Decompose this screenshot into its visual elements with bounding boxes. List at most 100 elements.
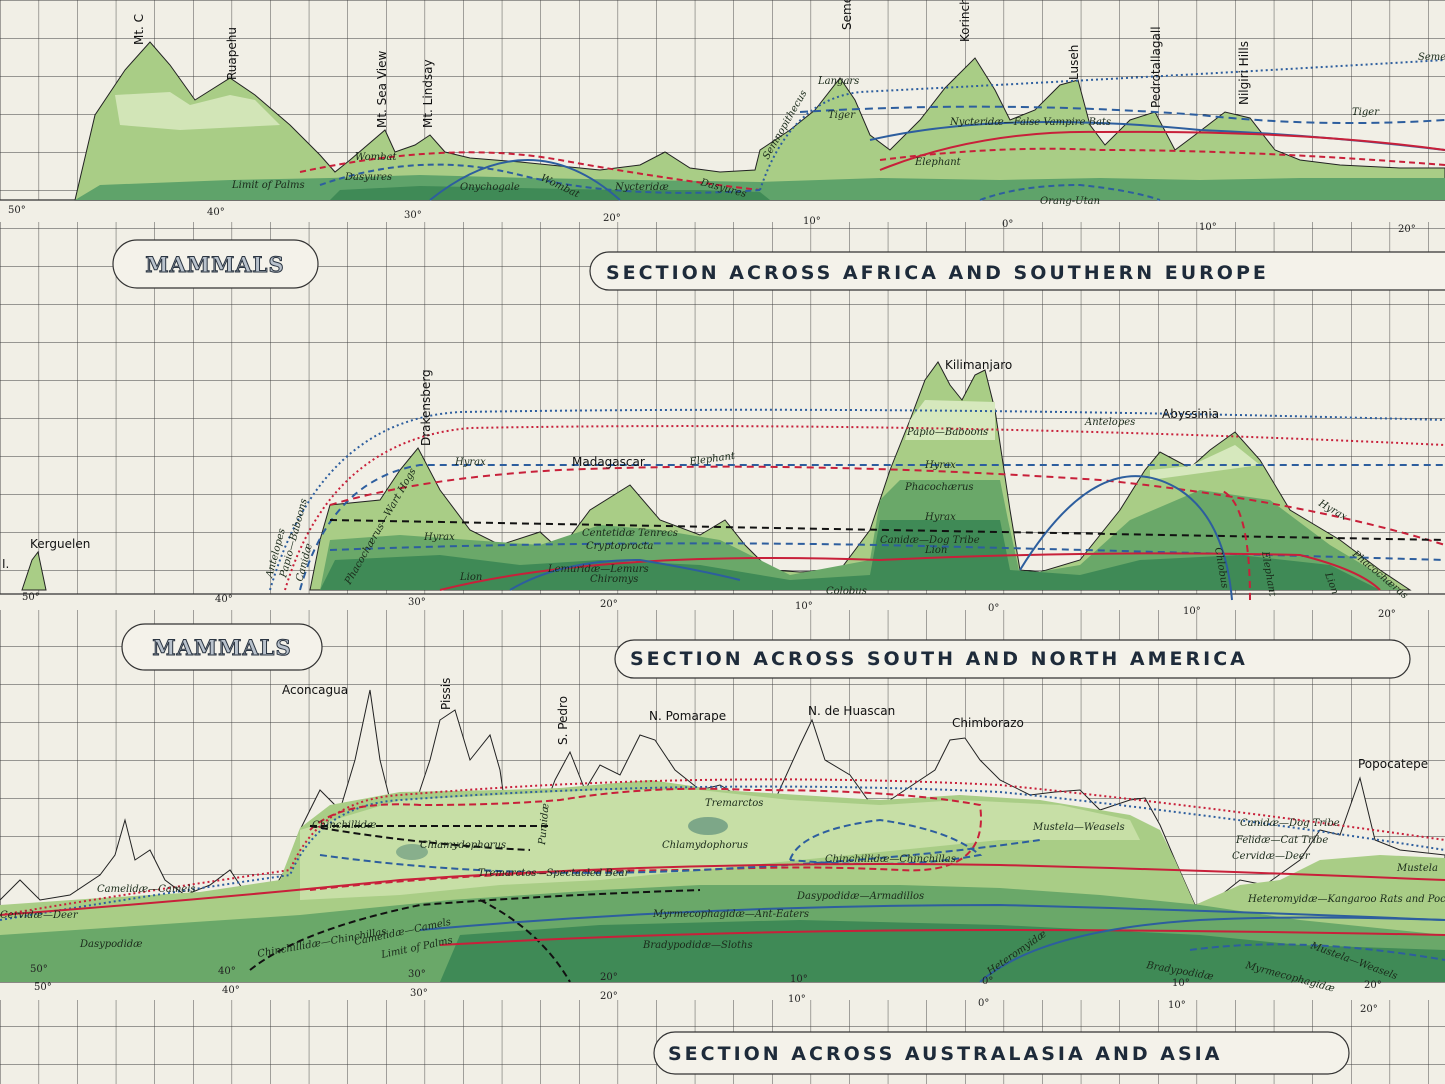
degree-label: 10° [1172, 978, 1190, 989]
section-title-america: SECTION ACROSS SOUTH AND NORTH AMERICA [614, 639, 1411, 679]
animal-label: Phacochærus [904, 482, 974, 493]
peak-label: Madagascar [572, 455, 645, 469]
peak-label: Chimborazo [952, 716, 1024, 730]
degree-label: 50° [30, 964, 48, 975]
degree-label: 30° [408, 597, 426, 608]
degree-label: 20° [600, 599, 618, 610]
animal-label: Lion [459, 572, 482, 583]
animal-label: Langars [817, 76, 859, 87]
mammals-badge-1: MAMMALS [112, 239, 319, 289]
peak-labels-america: Aconcagua Pissis S. Pedro N. Pomarape N.… [282, 678, 1428, 771]
peak-label: Semeru [840, 0, 854, 30]
degree-label: 10° [788, 994, 806, 1005]
animal-label: Dasypodidæ—Armadillos [796, 891, 924, 902]
animal-label: Tiger [1352, 107, 1380, 118]
animal-label: Centetidæ Tenrecs [582, 528, 678, 539]
animal-label: Bradypodidæ—Sloths [642, 940, 753, 951]
degree-row-1: 50° 40° 30° 20° 10° 0° 10° 20° [8, 205, 1416, 235]
animal-label: Wombat [355, 152, 397, 163]
edge-label: I. [2, 557, 9, 571]
degree-label: 20° [1360, 1004, 1378, 1015]
peak-label: Korinch [958, 0, 972, 42]
degree-label: 30° [404, 210, 422, 221]
animal-label: Chinchillidæ—Chinchillas [825, 854, 956, 865]
animal-label: Cervidæ—Deer [0, 910, 79, 921]
animal-label: Mustela [1396, 863, 1438, 874]
animal-label: Heteromyidæ—Kangaroo Rats and Pocket Mic… [1247, 894, 1445, 905]
animal-label: Myrmecophagidæ—Ant-Eaters [652, 909, 809, 920]
animal-label: Tiger [828, 110, 856, 121]
animal-label: Dasyures [344, 172, 392, 183]
animal-label: Camelidæ—Camels [97, 884, 196, 895]
degree-label: 0° [982, 976, 993, 987]
animal-label: Cryptoprocta [586, 541, 653, 552]
animal-label: Limit of Palms [231, 180, 305, 191]
peak-label: Kilimanjaro [945, 358, 1012, 372]
peak-label: Semer [1418, 52, 1445, 63]
degree-label: 50° [22, 592, 40, 603]
degree-label: 10° [1168, 1000, 1186, 1011]
section-title: SECTION ACROSS AFRICA AND SOUTHERN EUROP… [606, 262, 1269, 284]
animal-label: Tremarctos—Spectacled Bear [478, 868, 631, 879]
profile-australasia [74, 41, 1445, 201]
peak-label: Mt. Lindsay [421, 59, 435, 128]
animal-label: Nycteridæ—False Vampire Bats [949, 117, 1111, 128]
svg-text:MAMMALS: MAMMALS [145, 252, 284, 277]
animal-label: Chlamydophorus [662, 840, 748, 851]
animal-label: Mustela—Weasels [1032, 822, 1125, 833]
animal-label: Hyrax [454, 457, 486, 468]
peak-labels-australasia: Mt. C Ruapehu Mt. Sea View Mt. Lindsay S… [132, 0, 1445, 128]
peak-label: N. Pomarape [649, 709, 726, 723]
degree-label: 10° [1199, 222, 1217, 233]
degree-label: 20° [600, 991, 618, 1002]
peak-label: Kerguelen [30, 537, 90, 551]
degree-label: 40° [215, 594, 233, 605]
animal-label: Hyrax [924, 512, 956, 523]
degree-label: 40° [207, 207, 225, 218]
degree-row-2: 50° 40° 30° 20° 10° 0° 10° 20° [22, 592, 1396, 620]
animal-label: Canidæ—Dog Tribe [1240, 818, 1340, 829]
degree-label: 10° [795, 601, 813, 612]
animal-label: Lemuridæ—Lemurs [547, 564, 649, 575]
degree-label: 20° [600, 972, 618, 983]
degree-label: 0° [988, 603, 999, 614]
section-title: SECTION ACROSS AUSTRALASIA AND ASIA [668, 1043, 1222, 1065]
animal-label: Orang-Utan [1040, 196, 1100, 207]
degree-row-3a: 50° 40° 30° 20° 10° 0° 10° 20° [30, 964, 1382, 991]
animal-label: Chiromys [590, 574, 638, 585]
degree-label: 20° [1398, 224, 1416, 235]
degree-label: 30° [410, 988, 428, 999]
animal-label: Colobus [826, 586, 867, 597]
degree-label: 30° [408, 969, 426, 980]
animal-label: Nycteridæ [614, 182, 669, 193]
peak-label: Abyssinia [1162, 407, 1219, 421]
peak-label: Aconcagua [282, 683, 348, 697]
peak-labels-africa: Kerguelen Drakensberg Madagascar Kiliman… [2, 358, 1219, 571]
peak-label: Ruapehu [225, 27, 239, 80]
degree-label: 20° [1364, 980, 1382, 991]
degree-label: 10° [1183, 606, 1201, 617]
animal-label: Tremarctos [705, 798, 763, 809]
animal-label: Onychogale [460, 182, 520, 193]
animal-label: Chlamydophorus [420, 840, 506, 851]
animal-label: Cervidæ—Deer [1232, 851, 1311, 862]
profile-africa [21, 361, 1445, 601]
degree-label: 20° [1378, 609, 1396, 620]
animal-label: Pumidæ [537, 803, 552, 846]
degree-row-3b: 50° 40° 30° 20° 10° 0° 10° 20° [34, 982, 1378, 1015]
peak-label: Mt. Sea View [375, 50, 389, 128]
svg-text:MAMMALS: MAMMALS [152, 635, 291, 660]
degree-label: 10° [803, 216, 821, 227]
degree-label: 10° [790, 974, 808, 985]
degree-label: 0° [1002, 219, 1013, 230]
animal-label: Lion [924, 545, 947, 556]
degree-label: 40° [218, 966, 236, 977]
animal-label: Hyrax [423, 532, 455, 543]
degree-label: 20° [603, 213, 621, 224]
animal-label: Felidæ—Cat Tribe [1235, 835, 1328, 846]
animal-label: Canidæ—Dog Tribe [880, 535, 980, 546]
animal-label: Antelopes [1084, 417, 1135, 428]
peak-label: Pissis [439, 678, 453, 710]
